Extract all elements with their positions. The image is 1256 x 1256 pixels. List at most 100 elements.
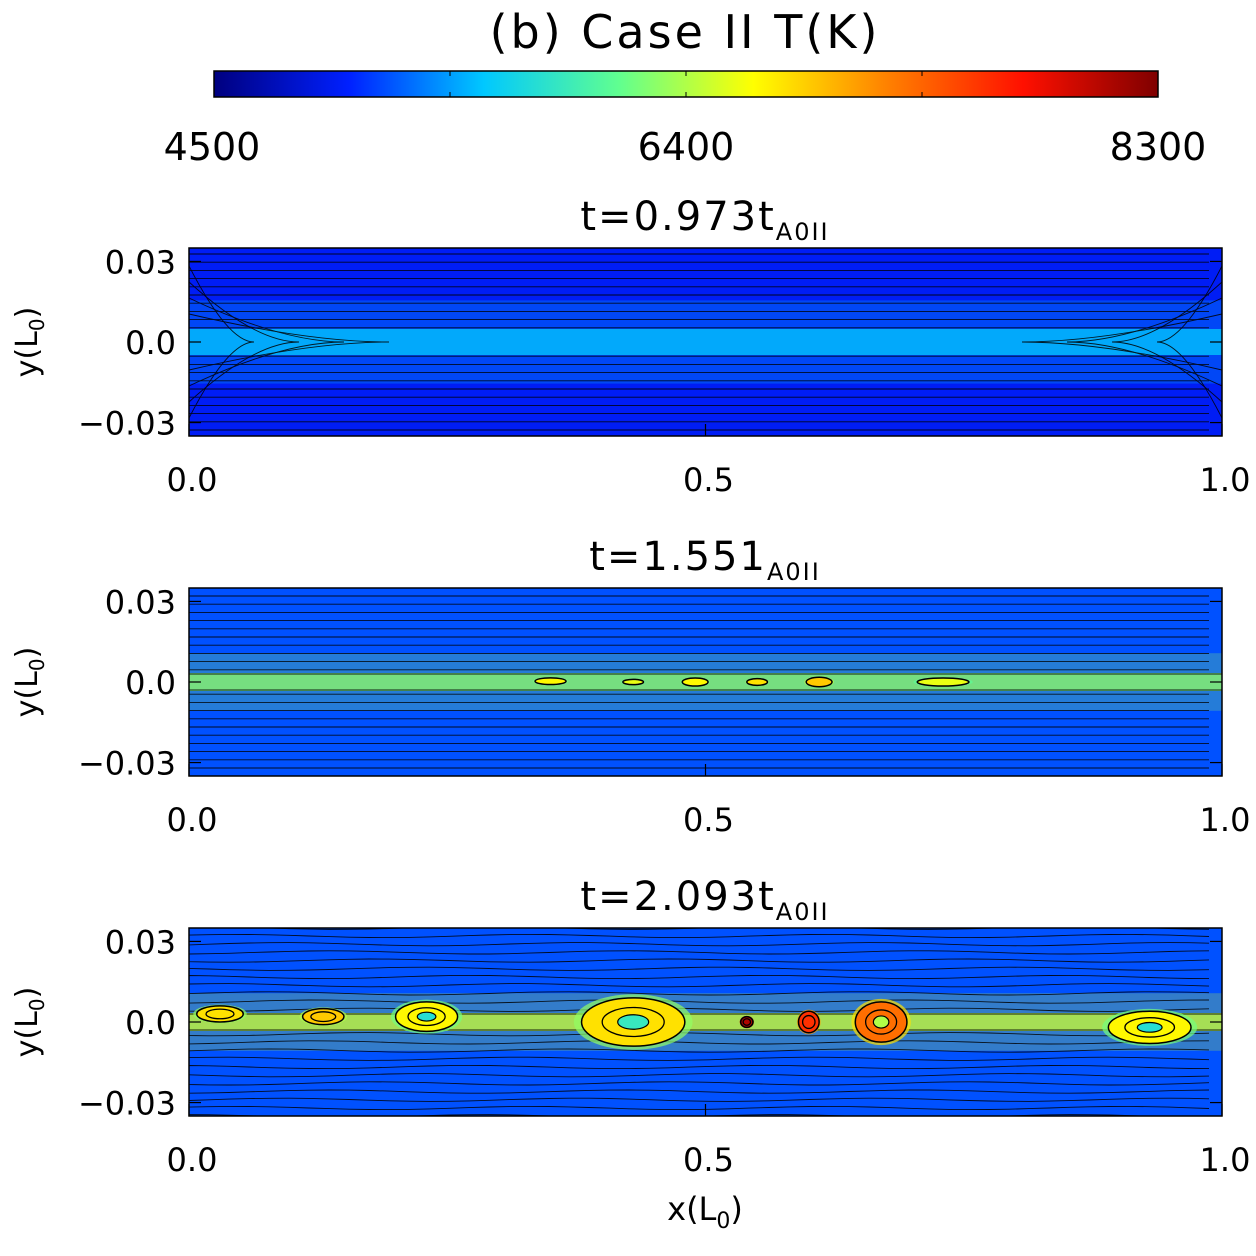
x-tick-label: 1.0 (1200, 801, 1251, 839)
field-line (189, 999, 1210, 1004)
plasmoid-center (872, 1015, 890, 1029)
y-tick-label: −0.03 (78, 745, 176, 783)
plasmoid-core (301, 1007, 345, 1026)
y-tick-label: 0.0 (125, 324, 176, 362)
panel-2-plot-area (189, 588, 1222, 776)
field-line (189, 1097, 1210, 1102)
current-sheet (189, 329, 1222, 355)
plasmoid-center (416, 1011, 437, 1022)
panel-1: t=0.973tA0II 0.03 0.0 −0.03 0.0 0.5 1.0 y(L0) (10, 194, 1250, 499)
field-line (189, 966, 1210, 971)
y-tick-label: −0.03 (78, 1085, 176, 1123)
panel-title-main: t=2.093t (580, 874, 775, 920)
separatrix-line (1066, 297, 1222, 387)
colorbar-tick-label-mid: 6400 (638, 125, 735, 169)
panel-title-subscript: A0II (776, 898, 830, 926)
field-line (189, 1073, 1210, 1078)
field-line (189, 1048, 1210, 1053)
separatrix-line (189, 297, 345, 387)
panel-title-main: t=1.551 (589, 534, 767, 580)
plasmoid-5 (804, 676, 834, 688)
field-line (189, 983, 1210, 988)
field-lines (189, 928, 1222, 1116)
field-line (189, 1105, 1210, 1111)
y-axis-label-subscript: 0 (25, 318, 49, 331)
colorbar-ticks (449, 71, 923, 97)
field-line (189, 974, 1210, 980)
field-line (189, 1064, 1210, 1070)
x-tick-label: 1.0 (1200, 461, 1251, 499)
panel-2: t=1.551A0II 0.03 0.0 −0.03 0.0 0.5 1.0 y(L0) (10, 534, 1250, 839)
y-tick-label: 0.03 (105, 583, 176, 621)
y-axis-label-subscript: 0 (25, 658, 49, 671)
x-tick-label: 0.5 (683, 461, 734, 499)
plasmoid-core (805, 676, 833, 688)
plasmoid-core (681, 677, 709, 687)
plasmoid-contour (864, 1009, 898, 1035)
figure-title: (b) Case II T(K) (490, 5, 881, 59)
field-line (189, 1089, 1210, 1094)
field-line (189, 942, 1210, 947)
panel-title: t=1.551A0II (589, 534, 821, 586)
plasmoid-contour (742, 1018, 752, 1026)
plasmoid-2 (621, 678, 646, 686)
panel-title-main: t=0.973t (580, 194, 775, 240)
field-line (189, 1056, 1210, 1061)
plasmoid-4 (745, 677, 770, 687)
plasmoid-contour (1124, 1017, 1176, 1038)
y-axis-label-close: ) (10, 987, 45, 999)
plasmoid-contour (601, 1006, 665, 1038)
plasmoid-1 (193, 1004, 247, 1024)
field-line (189, 958, 1210, 963)
y-axis-label: y(L0) (10, 307, 49, 378)
x-tick-label: 0.0 (167, 461, 218, 499)
plasmoid-center (617, 1014, 650, 1030)
plasmoid-core (534, 677, 567, 686)
panel-3-plot-area (189, 928, 1222, 1116)
plasmoid-contour (407, 1007, 446, 1027)
panel-1-plot-area (189, 248, 1222, 436)
separatrix-line (1156, 265, 1222, 419)
colorbar-tick-label-max: 8300 (1110, 125, 1207, 169)
y-axis-label: y(L0) (10, 647, 49, 718)
y-tick-label: −0.03 (78, 405, 176, 443)
separatrix-line (189, 313, 390, 371)
plasmoid-contour (310, 1011, 337, 1023)
colorbar-tick-label-min: 4500 (164, 125, 261, 169)
y-axis-label: y(L0) (10, 987, 49, 1058)
y-axis-label-close: ) (10, 307, 45, 319)
field-line (189, 1081, 1210, 1086)
plasmoid-core (916, 677, 970, 687)
plasmoid-6 (796, 1009, 821, 1035)
plasmoid-6 (913, 677, 973, 687)
y-tick-label: 0.0 (125, 1004, 176, 1042)
panel-title-subscript: A0II (776, 218, 830, 246)
plasmoid-center (1136, 1021, 1163, 1033)
x-axis-label-subscript: 0 (716, 1209, 730, 1234)
x-tick-label: 0.0 (167, 1141, 218, 1179)
plasmoid-1 (532, 677, 569, 686)
x-axis-label: x(L0) (667, 1190, 743, 1234)
x-tick-label: 0.0 (167, 801, 218, 839)
field-line (189, 1032, 1210, 1037)
field-lines (189, 253, 1222, 431)
field-line (189, 1114, 1157, 1116)
panel-title-subscript: A0II (767, 558, 821, 586)
x-axis-label-close: ) (730, 1190, 742, 1228)
y-axis-label-main: y(L (10, 671, 45, 717)
y-tick-label: 0.03 (105, 243, 176, 281)
x-tick-label: 0.5 (683, 1141, 734, 1179)
plasmoid-contour (801, 1014, 816, 1030)
field-lines (189, 588, 1222, 776)
plasmoid-7 (851, 998, 911, 1046)
x-tick-label: 1.0 (1200, 1141, 1251, 1179)
plasmoid-core (746, 677, 769, 687)
y-tick-label: 0.03 (105, 923, 176, 961)
y-axis-label-subscript: 0 (25, 998, 49, 1011)
separatrix-line (189, 281, 300, 403)
plasmoid-4 (573, 994, 693, 1050)
y-axis-label-main: y(L (10, 1011, 45, 1057)
plasmoid-core (195, 1005, 244, 1023)
